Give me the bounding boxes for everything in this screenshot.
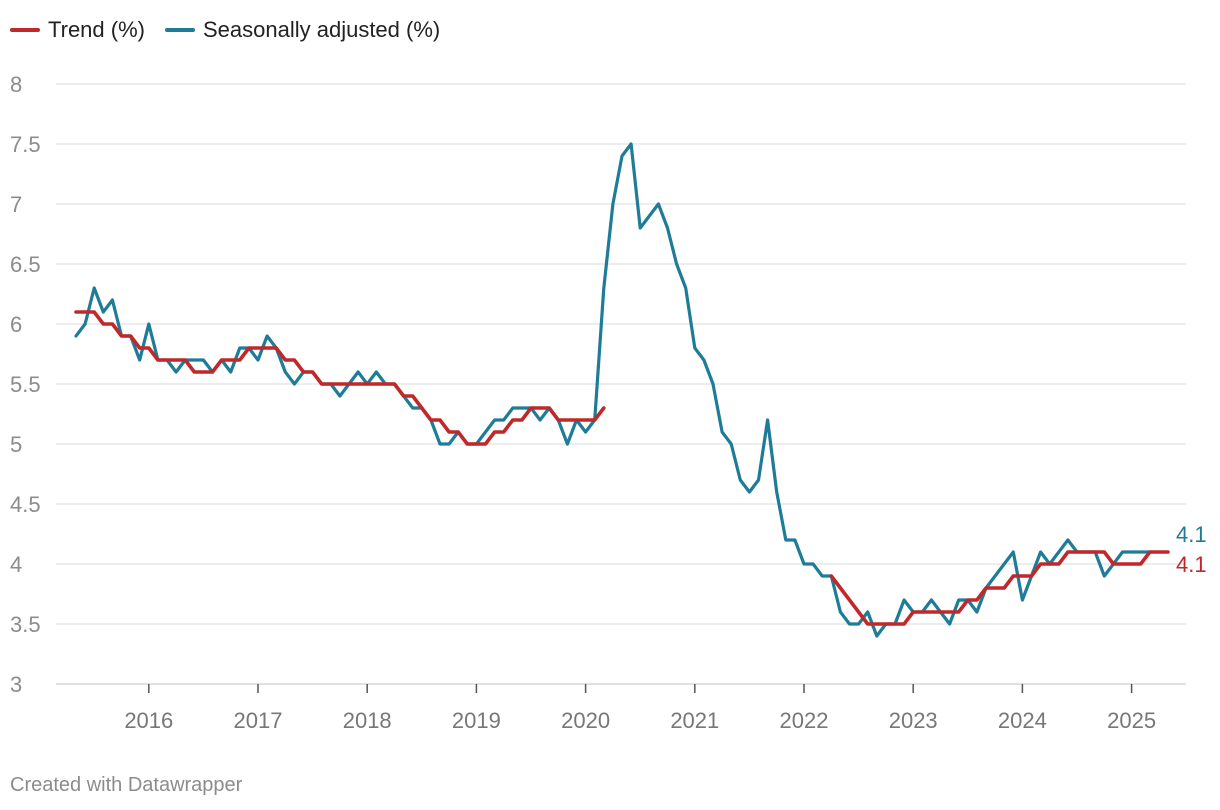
x-tick-label-2023: 2023 (889, 708, 938, 733)
y-tick-label-3: 3 (10, 672, 22, 697)
y-tick-label-6-5: 6.5 (10, 252, 41, 277)
x-tick-label-2024: 2024 (998, 708, 1047, 733)
legend-swatch-seasonally-adjusted (164, 28, 195, 32)
x-tick-label-2018: 2018 (343, 708, 392, 733)
x-tick-label-2017: 2017 (234, 708, 283, 733)
legend-swatch-trend (10, 28, 40, 32)
x-tick-label-2016: 2016 (124, 708, 173, 733)
legend-label-trend: Trend (%) (48, 17, 145, 42)
x-tick-label-2025: 2025 (1107, 708, 1156, 733)
series-line-seasonally-adjusted (74, 142, 1152, 638)
x-tick-label-2019: 2019 (452, 708, 501, 733)
y-tick-label-4-5: 4.5 (10, 492, 41, 517)
end-label-seasonally-adjusted: 4.1 (1176, 522, 1207, 547)
y-tick-label-7: 7 (10, 192, 22, 217)
y-tick-label-7-5: 7.5 (10, 132, 41, 157)
y-tick-label-4: 4 (10, 552, 22, 577)
end-labels: 4.14.1 (1176, 522, 1207, 577)
y-tick-label-5: 5 (10, 432, 22, 457)
y-tick-label-5-5: 5.5 (10, 372, 41, 397)
legend-item-seasonally-adjusted[interactable]: Seasonally adjusted (%) (164, 17, 441, 43)
x-tick-label-2021: 2021 (670, 708, 719, 733)
x-axis: 2016 2017 2018 2019 2020 2021 2022 2023 2024 2025 (124, 684, 1156, 733)
x-tick-label-2020: 2020 (561, 708, 610, 733)
footer-credit: Created with Datawrapper (10, 774, 243, 796)
y-axis: 3 3.5 4 4.5 5 5.5 6 6.5 7 7.5 8 (10, 72, 41, 697)
legend: Trend (%) Seasonally adjusted (%) (10, 14, 460, 46)
legend-label-seasonally-adjusted: Seasonally adjusted (%) (202, 17, 441, 42)
series-line-trend (74, 310, 1170, 626)
end-label-trend: 4.1 (1176, 552, 1207, 577)
y-tick-label-3-5: 3.5 (10, 612, 41, 637)
y-tick-label-8: 8 (10, 72, 22, 97)
legend-item-trend[interactable]: Trend (%) (10, 17, 145, 43)
x-tick-label-2022: 2022 (780, 708, 829, 733)
series-group (74, 142, 1170, 638)
gridlines (56, 83, 1186, 685)
y-tick-label-6: 6 (10, 312, 22, 337)
